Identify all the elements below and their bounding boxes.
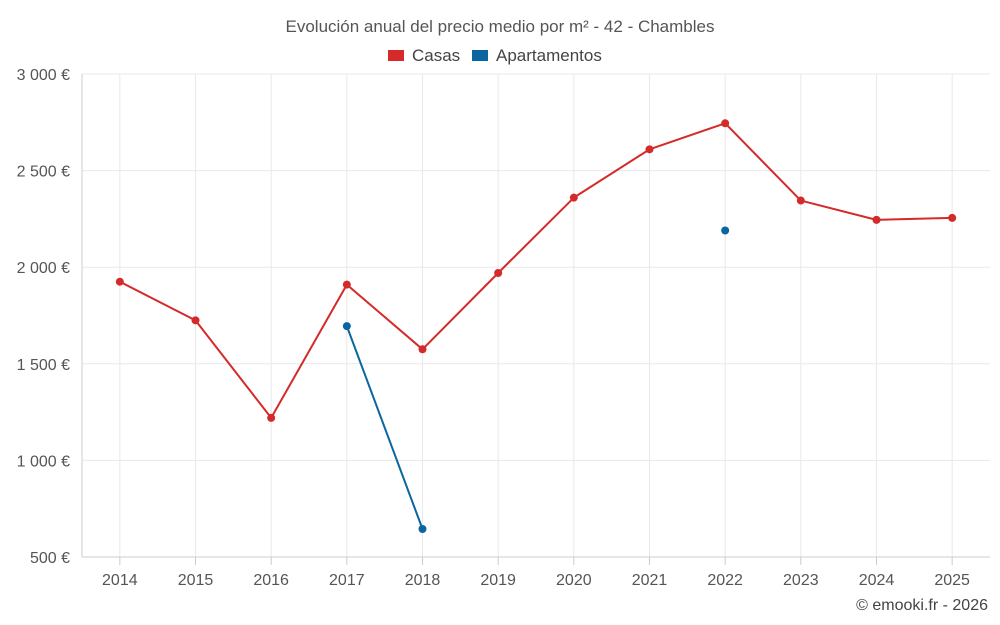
x-tick-label: 2016 bbox=[253, 572, 289, 589]
x-tick-label: 2018 bbox=[405, 572, 441, 589]
data-point-apartamentos[interactable] bbox=[342, 322, 351, 331]
chart-title: Evolución anual del precio medio por m² … bbox=[286, 17, 715, 36]
y-tick-label: 1 500 € bbox=[17, 357, 70, 374]
legend: Casas Apartamentos bbox=[388, 46, 602, 65]
y-tick-label: 500 € bbox=[30, 550, 70, 567]
legend-swatch-apartamentos bbox=[472, 50, 488, 61]
axes: 500 € 1 000 € 1 500 € 2 000 € 2 500 € 3 000 €… bbox=[17, 67, 990, 589]
x-tick-label: 2017 bbox=[329, 572, 365, 589]
series-line-segment-casas bbox=[118, 280, 197, 322]
series-line-segment-casas bbox=[875, 216, 954, 221]
data-point-casas[interactable] bbox=[115, 277, 124, 286]
series-line-segment-casas bbox=[648, 122, 727, 151]
x-tick-label: 2021 bbox=[632, 572, 668, 589]
legend-item-casas[interactable]: Casas bbox=[388, 46, 460, 65]
x-tick-label: 2019 bbox=[480, 572, 516, 589]
series-casas bbox=[115, 119, 957, 422]
x-tick-label: 2020 bbox=[556, 572, 592, 589]
data-point-casas[interactable] bbox=[267, 413, 276, 422]
y-tick-label: 1 000 € bbox=[17, 453, 70, 470]
series bbox=[115, 119, 957, 533]
x-tick-label: 2025 bbox=[934, 572, 970, 589]
series-line-segment-casas bbox=[421, 271, 500, 351]
data-point-casas[interactable] bbox=[796, 196, 805, 205]
data-point-apartamentos[interactable] bbox=[418, 524, 427, 533]
data-point-casas[interactable] bbox=[569, 193, 578, 202]
y-tick-label: 3 000 € bbox=[17, 67, 70, 84]
grid bbox=[82, 73, 990, 557]
legend-label-apartamentos: Apartamentos bbox=[496, 46, 602, 65]
series-line-segment-casas bbox=[270, 283, 348, 419]
data-point-casas[interactable] bbox=[872, 215, 881, 224]
x-tick-label: 2022 bbox=[707, 572, 743, 589]
series-line-segment-casas bbox=[572, 148, 651, 199]
legend-label-casas: Casas bbox=[412, 46, 460, 65]
data-point-casas[interactable] bbox=[342, 280, 351, 289]
legend-item-apartamentos[interactable]: Apartamentos bbox=[472, 46, 602, 65]
series-line-segment-casas bbox=[497, 196, 575, 274]
data-point-casas[interactable] bbox=[191, 316, 200, 325]
y-tick-label: 2 500 € bbox=[17, 164, 70, 181]
x-tick-label: 2024 bbox=[859, 572, 895, 589]
legend-swatch-casas bbox=[388, 50, 404, 61]
x-tick-label: 2015 bbox=[178, 572, 214, 589]
x-tick-label: 2023 bbox=[783, 572, 819, 589]
series-line-segment-casas bbox=[194, 319, 273, 419]
data-point-casas[interactable] bbox=[645, 145, 654, 154]
credit-text: © emooki.fr - 2026 bbox=[856, 597, 988, 614]
data-point-casas[interactable] bbox=[948, 213, 957, 222]
data-point-apartamentos[interactable] bbox=[721, 226, 730, 235]
series-line-segment-casas bbox=[724, 122, 802, 202]
x-tick-label: 2014 bbox=[102, 572, 138, 589]
series-line-segment-casas bbox=[345, 283, 424, 351]
series-apartamentos bbox=[342, 226, 730, 533]
y-tick-label: 2 000 € bbox=[17, 260, 70, 277]
series-line-segment-apartamentos bbox=[345, 325, 424, 530]
data-point-casas[interactable] bbox=[494, 268, 503, 277]
data-point-casas[interactable] bbox=[418, 345, 427, 354]
data-point-casas[interactable] bbox=[721, 119, 730, 128]
series-line-segment-casas bbox=[799, 199, 878, 221]
